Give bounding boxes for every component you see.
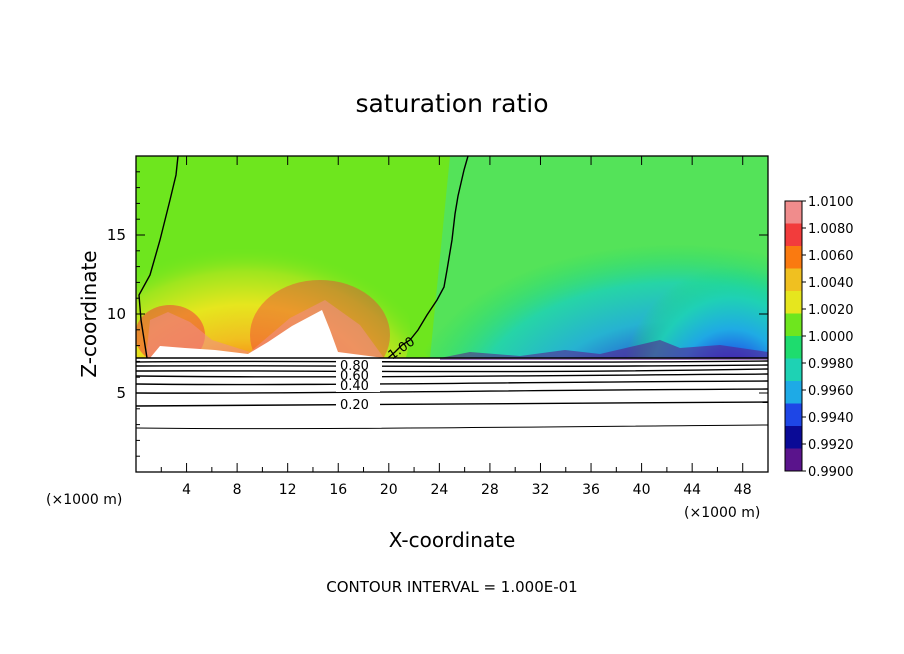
colorbar-swatch bbox=[785, 223, 802, 247]
chart-title: saturation ratio bbox=[355, 89, 548, 118]
x-tick-label: 48 bbox=[734, 482, 752, 498]
contour-line bbox=[135, 364, 769, 368]
x-unit-left: (×1000 m) bbox=[46, 492, 122, 508]
colorbar-swatch bbox=[785, 246, 802, 269]
contour-label-080: 0.80 bbox=[340, 359, 369, 374]
y-axis-label: Z-coordinate bbox=[77, 250, 101, 377]
contour-line bbox=[135, 424, 769, 430]
colorbar-swatch bbox=[785, 358, 802, 382]
colorbar-swatch bbox=[785, 336, 802, 359]
contour-line bbox=[135, 360, 769, 363]
x-tick-label: 44 bbox=[683, 482, 701, 498]
x-tick-label: 24 bbox=[430, 482, 448, 498]
y-tick-label: 5 bbox=[116, 384, 126, 402]
x-tick-label: 28 bbox=[481, 482, 499, 498]
colorbar-label: 0.9920 bbox=[808, 438, 854, 453]
contour-label-060: 0.60 bbox=[340, 369, 369, 384]
colorbar-label: 1.0040 bbox=[808, 276, 854, 291]
colorbar-swatch bbox=[785, 403, 802, 427]
x-unit-right: (×1000 m) bbox=[684, 505, 760, 521]
x-tick-label: 40 bbox=[633, 482, 651, 498]
y-tick-label: 15 bbox=[107, 226, 126, 244]
colorbar-label: 0.9960 bbox=[808, 384, 854, 399]
contour-line bbox=[135, 373, 769, 378]
x-tick-label: 32 bbox=[532, 482, 550, 498]
contour-lines bbox=[135, 155, 769, 430]
contour-line bbox=[135, 401, 769, 407]
x-tick-label: 20 bbox=[380, 482, 398, 498]
contour-interval-footer: CONTOUR INTERVAL = 1.000E-01 bbox=[326, 578, 577, 596]
y-axis: 5 10 15 bbox=[107, 171, 768, 457]
contour-line bbox=[135, 388, 769, 394]
contour-label-040: 0.40 bbox=[340, 379, 369, 394]
colorbar-label: 1.0000 bbox=[808, 330, 854, 345]
colorbar-swatch bbox=[785, 268, 802, 292]
colorbar-swatch bbox=[785, 313, 802, 337]
colorbar-label: 1.0060 bbox=[808, 249, 854, 264]
contour-label-020: 0.20 bbox=[340, 398, 369, 413]
colorbar: 1.0100 1.0080 1.0060 1.0040 1.0020 1.0000 0.99… bbox=[784, 195, 854, 480]
colorbar-swatch bbox=[785, 201, 802, 224]
colorbar-label: 0.9940 bbox=[808, 411, 854, 426]
x-tick-label: 12 bbox=[279, 482, 297, 498]
contour-line bbox=[135, 380, 769, 386]
colorbar-label: 1.0080 bbox=[808, 222, 854, 237]
x-axis-label: X-coordinate bbox=[389, 528, 516, 552]
x-tick-label: 36 bbox=[582, 482, 600, 498]
colorbar-label: 1.0100 bbox=[808, 195, 854, 210]
colorbar-swatch bbox=[785, 448, 802, 472]
x-tick-label: 4 bbox=[182, 482, 191, 498]
colorbar-label: 0.9980 bbox=[808, 357, 854, 372]
x-tick-label: 8 bbox=[233, 482, 242, 498]
colorbar-swatch bbox=[785, 291, 802, 314]
saturation-field bbox=[136, 156, 768, 472]
x-axis: 4 8 12 16 20 24 28 32 36 40 44 48 bbox=[160, 156, 752, 498]
colorbar-swatch bbox=[785, 426, 802, 449]
contour-line bbox=[135, 368, 769, 373]
colorbar-label: 0.9900 bbox=[808, 465, 854, 480]
colorbar-swatch bbox=[785, 381, 802, 404]
colorbar-label: 1.0020 bbox=[808, 303, 854, 318]
y-tick-label: 10 bbox=[107, 305, 126, 323]
x-tick-label: 16 bbox=[329, 482, 347, 498]
